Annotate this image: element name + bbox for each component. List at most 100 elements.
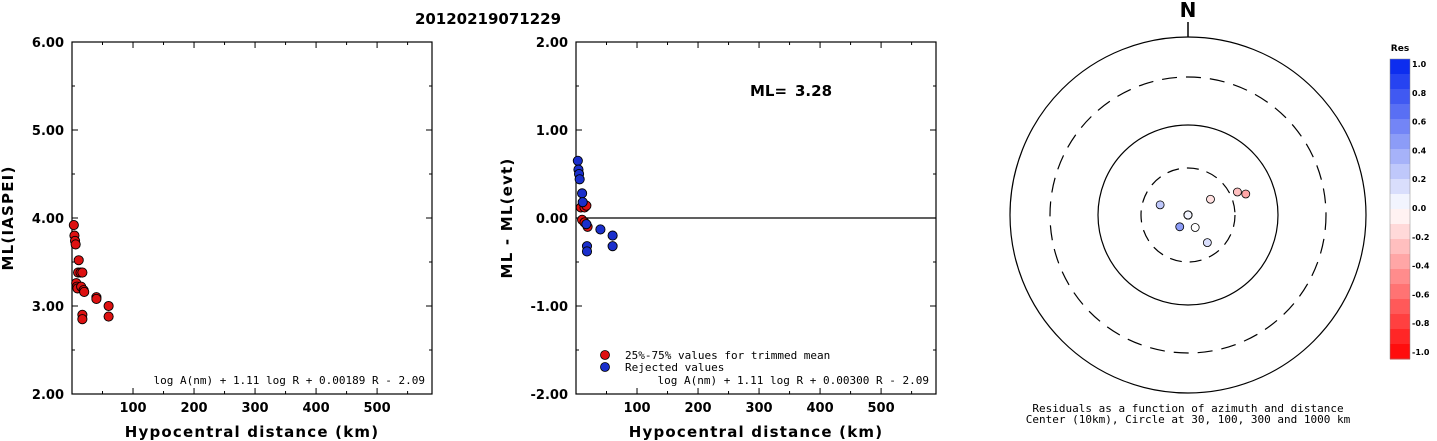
data-point — [103, 300, 114, 312]
station-residual-point — [1206, 194, 1215, 204]
data-point — [73, 255, 84, 266]
page-title: 20120219071229 — [415, 10, 561, 28]
ml-residual-panel: -2.00 -1.00 0.00 1.00 2.00 100 200 300 400 500 M… — [498, 36, 937, 441]
ring-1000km — [1009, 36, 1367, 394]
colorbar-title: Res — [1391, 44, 1409, 54]
legend-label-trimmed-mean: 25%-75% values for trimmed mean — [625, 349, 830, 362]
colorbar-segment — [1390, 149, 1410, 165]
colorbar-label: 0.6 — [1412, 118, 1427, 127]
colorbar-label: -0.2 — [1412, 233, 1430, 242]
ml-label: ML= — [750, 82, 787, 100]
colorbar-segment — [1390, 224, 1410, 240]
residual-colorbar: Res 1.0 0.8 0.6 0.4 0.2 0.0 -0.2 -0.4 -0.6 -0.8 -1… — [1389, 44, 1430, 360]
y-tick-label: 2.00 — [536, 36, 568, 51]
colorbar-segment — [1390, 119, 1410, 135]
legend-marker-trimmed-mean — [600, 350, 610, 360]
y-tick-label: 4.00 — [32, 212, 64, 227]
ring-300km — [1049, 76, 1327, 354]
y-tick-label: 2.00 — [32, 388, 64, 403]
x-tick-label: 100 — [119, 401, 146, 416]
ml-residual-x-axis-label: Hypocentral distance (km) — [629, 423, 884, 441]
y-tick-label: -2.00 — [531, 388, 568, 403]
x-tick-label: 300 — [241, 401, 268, 416]
ml-residual-legend: 25%-75% values for trimmed mean Rejected… — [600, 349, 830, 374]
station-residual-point — [1202, 238, 1212, 248]
colorbar-segment — [1390, 329, 1410, 345]
colorbar-label: -0.4 — [1412, 262, 1430, 271]
ml-iaspei-x-axis-label: Hypocentral distance (km) — [125, 423, 380, 441]
colorbar-segment — [1390, 314, 1410, 330]
polar-caption-line2: Center (10km), Circle at 30, 100, 300 an… — [1026, 413, 1351, 426]
colorbar-frame — [1389, 58, 1411, 360]
ml-iaspei-panel: 2.00 3.00 4.00 5.00 6.00 100 200 300 400 500 log… — [0, 36, 433, 441]
station-residual-point — [1183, 210, 1193, 220]
colorbar-segment — [1390, 59, 1410, 75]
data-point — [68, 219, 79, 231]
x-tick-label: 400 — [806, 401, 833, 416]
colorbar-label: -1.0 — [1412, 348, 1430, 357]
data-point — [581, 219, 592, 230]
x-tick-label: 200 — [684, 401, 711, 416]
station-residual-point — [1190, 223, 1200, 232]
colorbar-segment — [1390, 284, 1410, 300]
colorbar-segment — [1390, 239, 1410, 255]
legend-marker-rejected — [600, 362, 610, 372]
ml-residual-y-axis-label: ML - ML(evt) — [498, 158, 516, 279]
station-residual-point — [1241, 189, 1251, 199]
colorbar-label: 0.2 — [1412, 175, 1426, 184]
data-point — [577, 197, 588, 208]
ml-iaspei-formula: log A(nm) + 1.11 log R + 0.00189 R - 2.0… — [153, 374, 425, 387]
colorbar-segment — [1390, 269, 1410, 285]
x-tick-label: 500 — [868, 401, 895, 416]
colorbar-segment — [1390, 194, 1410, 210]
ml-value: 3.28 — [795, 82, 832, 100]
data-point — [607, 241, 618, 252]
colorbar-label: 0.4 — [1412, 146, 1427, 155]
north-label: N — [1180, 0, 1197, 22]
azimuth-residual-panel: N Residuals as a function of azimuth and… — [1009, 0, 1430, 426]
x-tick-label: 400 — [302, 401, 329, 416]
data-point — [91, 293, 102, 305]
colorbar-segment — [1390, 179, 1410, 195]
y-tick-label: 0.00 — [536, 212, 568, 227]
colorbar-label: 0.0 — [1412, 204, 1427, 213]
colorbar-label: 1.0 — [1412, 60, 1427, 69]
y-tick-label: 3.00 — [32, 300, 64, 315]
colorbar-segment — [1390, 254, 1410, 270]
data-point — [574, 174, 585, 185]
data-point — [103, 311, 114, 322]
colorbar-label: 0.8 — [1412, 89, 1427, 98]
legend-label-rejected: Rejected values — [625, 361, 724, 374]
ml-iaspei-y-axis-label: ML(IASPEI) — [0, 165, 17, 270]
polar-caption-line1: Residuals as a function of azimuth and d… — [1032, 402, 1343, 415]
data-point — [77, 314, 88, 325]
data-point — [577, 188, 588, 199]
data-point — [572, 155, 583, 166]
ring-30km — [1140, 167, 1236, 263]
ml-residual-formula: log A(nm) + 1.11 log R + 0.00300 R - 2.0… — [657, 374, 929, 387]
y-tick-label: 5.00 — [32, 124, 64, 139]
data-point — [595, 224, 606, 235]
data-point — [79, 286, 90, 297]
colorbar-segment — [1390, 89, 1410, 105]
station-residual-point — [1232, 187, 1242, 197]
colorbar-label: -0.6 — [1412, 290, 1430, 299]
colorbar-segment — [1390, 134, 1410, 150]
data-point — [607, 230, 618, 241]
data-point — [70, 239, 81, 250]
ring-100km — [1097, 124, 1279, 306]
y-tick-label: 6.00 — [32, 36, 64, 51]
data-point — [77, 267, 88, 278]
colorbar-segment — [1390, 209, 1410, 225]
station-residual-point — [1155, 200, 1165, 210]
station-residual-point — [1175, 222, 1185, 232]
data-point — [581, 246, 593, 257]
y-tick-label: 1.00 — [536, 124, 568, 139]
colorbar-segment — [1390, 104, 1410, 120]
x-tick-label: 100 — [623, 401, 650, 416]
colorbar-label: -0.8 — [1412, 319, 1430, 328]
colorbar-segment — [1390, 299, 1410, 315]
y-tick-label: -1.00 — [531, 300, 568, 315]
colorbar-segment — [1390, 344, 1410, 360]
